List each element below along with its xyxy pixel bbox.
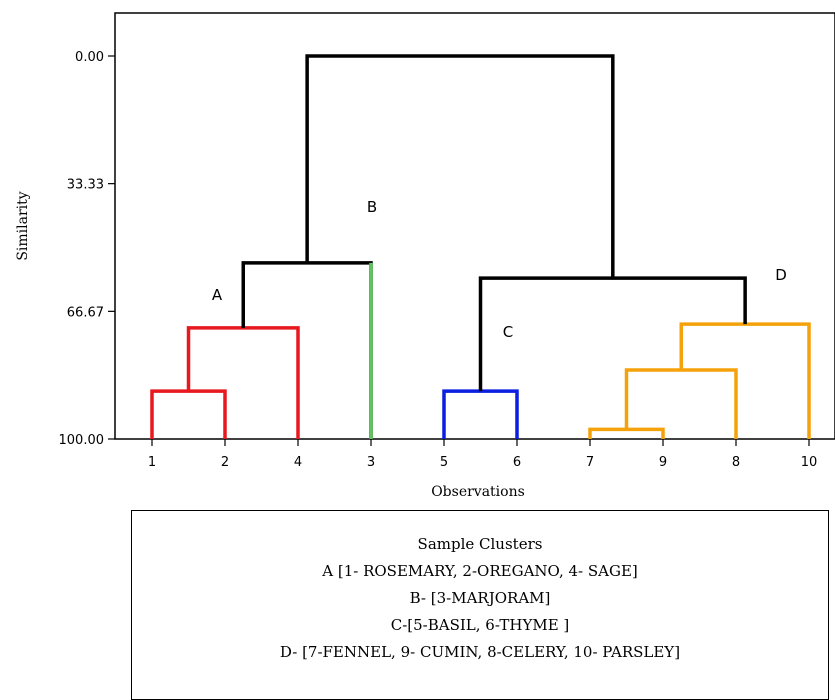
legend-line-a: A [1- ROSEMARY, 2-OREGANO, 4- SAGE] bbox=[322, 562, 638, 580]
cluster-label-a: A bbox=[212, 286, 223, 304]
dendrogram-link bbox=[442, 389, 519, 439]
dendrogram-links bbox=[150, 54, 811, 439]
x-tick-label: 4 bbox=[294, 455, 302, 470]
dendrogram-link bbox=[588, 427, 665, 439]
y-tick-label: 100.00 bbox=[59, 433, 105, 448]
x-axis: 1 2 4 3 5 6 7 9 8 10 bbox=[148, 439, 817, 470]
dendrogram-chart: 0.00 33.33 66.67 100.00 1 2 4 3 5 6 7 9 8 10 Observa… bbox=[15, 12, 835, 500]
legend-line-c: C-[5-BASIL, 6-THYME ] bbox=[390, 616, 570, 634]
x-tick-label: 5 bbox=[440, 455, 448, 470]
cluster-label-c: C bbox=[503, 323, 513, 341]
dendrogram-link bbox=[679, 322, 811, 439]
plot-frame bbox=[114, 12, 835, 440]
dendrogram-link bbox=[241, 261, 373, 439]
dendrogram-link bbox=[186, 326, 300, 439]
x-tick-label: 9 bbox=[659, 455, 667, 470]
legend-title: Sample Clusters bbox=[417, 535, 543, 553]
x-tick-label: 10 bbox=[801, 455, 818, 470]
x-tick-label: 3 bbox=[367, 455, 375, 470]
y-axis: 0.00 33.33 66.67 100.00 bbox=[59, 50, 115, 448]
sample-clusters-legend: Sample Clusters A [1- ROSEMARY, 2-OREGAN… bbox=[131, 510, 829, 700]
dendrogram-link bbox=[305, 54, 615, 279]
dendrogram-link bbox=[478, 276, 747, 392]
x-tick-label: 1 bbox=[148, 455, 156, 470]
y-tick-label: 66.67 bbox=[67, 305, 104, 320]
legend-line-d: D- [7-FENNEL, 9- CUMIN, 8-CELERY, 10- PA… bbox=[279, 643, 681, 661]
x-tick-label: 6 bbox=[513, 455, 521, 470]
x-tick-label: 2 bbox=[221, 455, 229, 470]
y-tick-label: 33.33 bbox=[67, 178, 104, 193]
x-tick-label: 8 bbox=[732, 455, 740, 470]
y-axis-title: Similarity bbox=[15, 191, 31, 260]
cluster-label-b: B bbox=[367, 198, 377, 216]
y-tick-label: 0.00 bbox=[75, 50, 104, 65]
legend-line-b: B- [3-MARJORAM] bbox=[409, 589, 551, 607]
x-axis-title: Observations bbox=[431, 484, 525, 500]
cluster-label-d: D bbox=[775, 266, 787, 284]
x-tick-label: 7 bbox=[586, 455, 594, 470]
dendrogram-link bbox=[150, 389, 227, 439]
